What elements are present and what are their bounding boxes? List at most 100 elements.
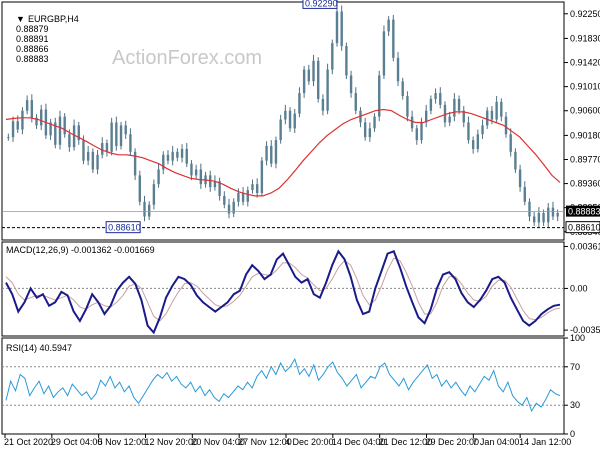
candle	[241, 187, 245, 206]
candle-body	[373, 116, 376, 129]
candle-body	[401, 81, 404, 97]
candle-body	[415, 128, 419, 141]
candle	[7, 133, 10, 141]
candle	[11, 116, 15, 142]
candle-body	[317, 60, 320, 99]
candle	[551, 201, 555, 221]
candle	[40, 104, 43, 131]
candle-body	[260, 160, 264, 193]
price-ytick-label: 0.91830	[570, 33, 600, 43]
price-legend: ▼ EURGBP,H4 0.88879 0.88891 0.88866 0.888…	[6, 4, 79, 74]
candle	[129, 128, 132, 156]
candle	[49, 118, 52, 141]
rsi-line	[5, 357, 561, 413]
candle	[556, 209, 559, 222]
candle	[312, 54, 315, 87]
xtick-label: 27 Nov 12:00	[238, 437, 292, 447]
candle	[25, 95, 29, 115]
candle	[429, 95, 433, 115]
candle-body	[129, 134, 132, 152]
candle	[143, 195, 146, 222]
candle	[58, 110, 62, 150]
candle-body	[368, 128, 372, 138]
macd-signal-line	[5, 257, 561, 322]
current-price-label: 0.88883	[568, 207, 600, 217]
candle-body	[429, 98, 433, 111]
xtick-label: 5 Nov 12:00	[98, 437, 147, 447]
candle	[105, 139, 109, 157]
candle	[335, 6, 339, 47]
symbol-label: EURGBP,H4	[27, 14, 79, 24]
candle	[260, 157, 264, 197]
candle-body	[265, 145, 268, 161]
candle-body	[363, 122, 367, 138]
candle	[270, 140, 273, 168]
candle-body	[115, 122, 118, 146]
candle-body	[194, 169, 198, 176]
candle-body	[213, 181, 217, 188]
low-price-tag	[565, 221, 600, 234]
high-value: 0.88891	[16, 34, 49, 44]
candle	[255, 178, 259, 198]
candle	[115, 116, 118, 151]
xtick-label: 29 Oct 04:00	[51, 437, 103, 447]
watermark: ActionForex.com	[112, 47, 262, 69]
xtick-label: 14 Jan 12:00	[519, 437, 571, 447]
candle-body	[312, 60, 315, 82]
moving-average-line	[5, 108, 561, 197]
candle	[86, 145, 90, 166]
candle-body	[504, 116, 508, 135]
low-value: 0.88866	[16, 44, 49, 54]
candle	[345, 42, 348, 79]
candle-body	[241, 192, 245, 202]
candle-body	[7, 137, 10, 139]
price-ytick-label: 0.90600	[570, 106, 600, 116]
candle	[35, 114, 38, 129]
open-value: 0.88879	[16, 24, 49, 34]
candle-body	[101, 143, 104, 155]
price-ytick-label: 0.91420	[570, 58, 600, 68]
high-annotation-box	[302, 0, 338, 9]
xtick-label: 21 Oct 2020	[4, 437, 53, 447]
candle-body	[218, 181, 221, 196]
panel-frame-0	[1, 1, 565, 241]
candle-body	[251, 184, 254, 191]
candle	[279, 114, 282, 144]
candle-body	[171, 151, 174, 161]
candle	[274, 136, 278, 169]
candle-body	[298, 93, 301, 114]
candle-body	[556, 212, 559, 217]
rsi-ytick-label: 70	[570, 362, 580, 372]
candle-body	[486, 110, 489, 126]
low-annotation-box	[105, 221, 141, 234]
candle	[265, 141, 268, 166]
candle	[218, 177, 221, 201]
rsi-ytick-label: 0	[570, 429, 575, 439]
price-ytick-label: 0.91010	[570, 82, 600, 92]
candle-body	[279, 119, 282, 141]
candle	[471, 136, 475, 154]
candle-body	[382, 31, 386, 76]
candle	[368, 122, 372, 142]
candle	[354, 87, 357, 115]
candle	[481, 119, 484, 139]
candle-body	[143, 201, 146, 217]
candle	[209, 170, 212, 192]
candle-body	[157, 169, 160, 185]
candle	[349, 70, 353, 98]
xtick-label: 21 Dec 12:00	[379, 437, 433, 447]
candle-body	[77, 125, 80, 141]
candle-body	[166, 154, 170, 161]
candle	[171, 145, 174, 166]
candle	[147, 201, 151, 221]
candle	[176, 148, 179, 162]
candle	[302, 66, 306, 98]
candle-body	[335, 11, 339, 44]
price-ytick-label: 0.89360	[570, 179, 600, 189]
candle	[96, 150, 99, 175]
candle-body	[340, 11, 343, 47]
candle	[415, 124, 419, 145]
xtick-label: 4 Dec 20:00	[285, 437, 334, 447]
candle-body	[467, 122, 470, 141]
